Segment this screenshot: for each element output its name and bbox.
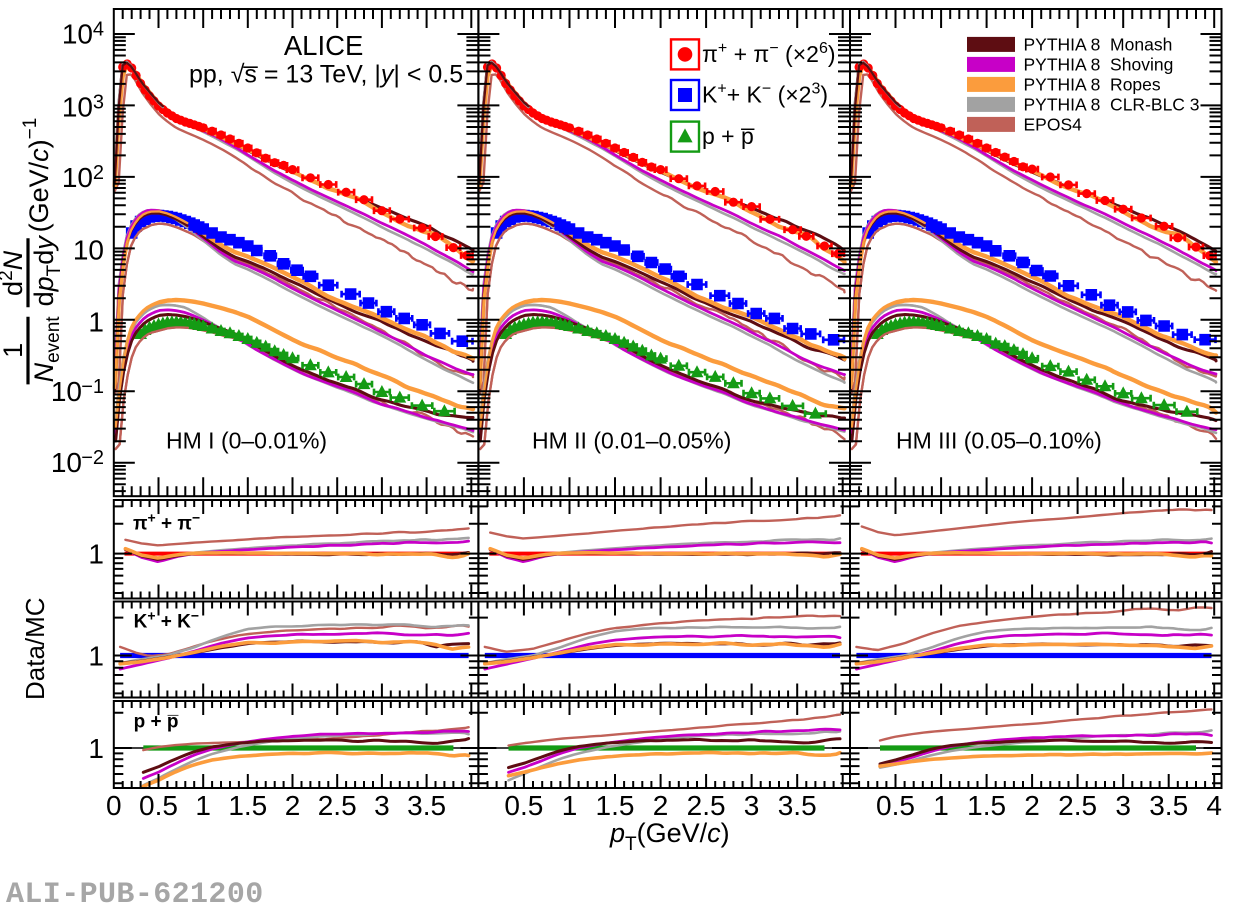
svg-text:1.5: 1.5 bbox=[228, 790, 267, 821]
svg-text:Data/MC: Data/MC bbox=[20, 597, 50, 700]
svg-text:4: 4 bbox=[93, 18, 104, 40]
svg-text:3: 3 bbox=[744, 790, 760, 821]
svg-text:EPOS4: EPOS4 bbox=[1024, 114, 1083, 134]
svg-text:HM III (0.05–0.10%): HM III (0.05–0.10%) bbox=[896, 428, 1102, 454]
svg-text:2.5: 2.5 bbox=[318, 790, 357, 821]
svg-text:HM I (0–0.01%): HM I (0–0.01%) bbox=[166, 428, 327, 454]
svg-text:π+ + π− (×26): π+ + π− (×26) bbox=[702, 40, 836, 67]
svg-text:−1: −1 bbox=[81, 376, 104, 398]
svg-text:K+ + K−: K+ + K− bbox=[134, 608, 199, 633]
svg-text:pT(GeV/c): pT(GeV/c) bbox=[609, 818, 730, 855]
svg-text:10: 10 bbox=[62, 91, 93, 122]
svg-text:3.5: 3.5 bbox=[407, 790, 446, 821]
svg-text:PYTHIA 8 Ropes: PYTHIA 8 Ropes bbox=[1024, 74, 1161, 94]
svg-text:1: 1 bbox=[195, 790, 211, 821]
svg-text:0.5: 0.5 bbox=[504, 790, 543, 821]
svg-text:1: 1 bbox=[88, 539, 104, 570]
svg-text:3.5: 3.5 bbox=[1149, 790, 1188, 821]
svg-text:π+ + π−: π+ + π− bbox=[133, 510, 200, 535]
svg-text:10: 10 bbox=[73, 235, 104, 266]
svg-text:K++ K− (×23): K++ K− (×23) bbox=[702, 81, 828, 108]
svg-text:3.5: 3.5 bbox=[778, 790, 817, 821]
svg-text:1: 1 bbox=[88, 641, 104, 672]
svg-text:p + p̅: p + p̅ bbox=[702, 123, 755, 149]
svg-text:1.5: 1.5 bbox=[967, 790, 1006, 821]
svg-text:−2: −2 bbox=[81, 447, 104, 469]
svg-text:ALI-PUB-621200: ALI-PUB-621200 bbox=[6, 878, 264, 907]
svg-text:1.5: 1.5 bbox=[596, 790, 635, 821]
svg-text:2: 2 bbox=[285, 790, 301, 821]
svg-text:0: 0 bbox=[106, 790, 122, 821]
svg-text:3: 3 bbox=[374, 790, 390, 821]
svg-text:2.5: 2.5 bbox=[1058, 790, 1097, 821]
svg-text:2: 2 bbox=[653, 790, 669, 821]
svg-text:1: 1 bbox=[88, 733, 104, 764]
svg-text:0.5: 0.5 bbox=[139, 790, 178, 821]
svg-text:10: 10 bbox=[62, 162, 93, 193]
svg-text:1: 1 bbox=[88, 307, 104, 338]
svg-text:10: 10 bbox=[51, 447, 82, 478]
svg-text:10: 10 bbox=[62, 18, 93, 49]
svg-text:2: 2 bbox=[93, 162, 104, 184]
svg-text:HM II (0.01–0.05%): HM II (0.01–0.05%) bbox=[532, 428, 731, 454]
svg-text:0.5: 0.5 bbox=[876, 790, 915, 821]
svg-text:2.5: 2.5 bbox=[687, 790, 726, 821]
svg-text:p + p̅: p + p̅ bbox=[134, 712, 180, 733]
svg-text:1: 1 bbox=[933, 790, 949, 821]
svg-text:PYTHIA 8 CLR-BLC 3: PYTHIA 8 CLR-BLC 3 bbox=[1024, 94, 1200, 114]
svg-text:ALICE: ALICE bbox=[284, 30, 363, 61]
svg-text:1: 1 bbox=[562, 790, 578, 821]
svg-text:3: 3 bbox=[93, 91, 104, 113]
svg-text:PYTHIA 8 Shoving: PYTHIA 8 Shoving bbox=[1024, 54, 1174, 74]
svg-text:4: 4 bbox=[1206, 790, 1222, 821]
svg-text:2: 2 bbox=[1024, 790, 1040, 821]
svg-text:10: 10 bbox=[51, 376, 82, 407]
svg-text:1: 1 bbox=[0, 343, 28, 358]
svg-text:PYTHIA 8 Monash: PYTHIA 8 Monash bbox=[1024, 34, 1173, 54]
svg-text:pp, √s̅ = 13 TeV, |y| < 0.5: pp, √s̅ = 13 TeV, |y| < 0.5 bbox=[189, 61, 463, 89]
svg-text:3: 3 bbox=[1115, 790, 1131, 821]
